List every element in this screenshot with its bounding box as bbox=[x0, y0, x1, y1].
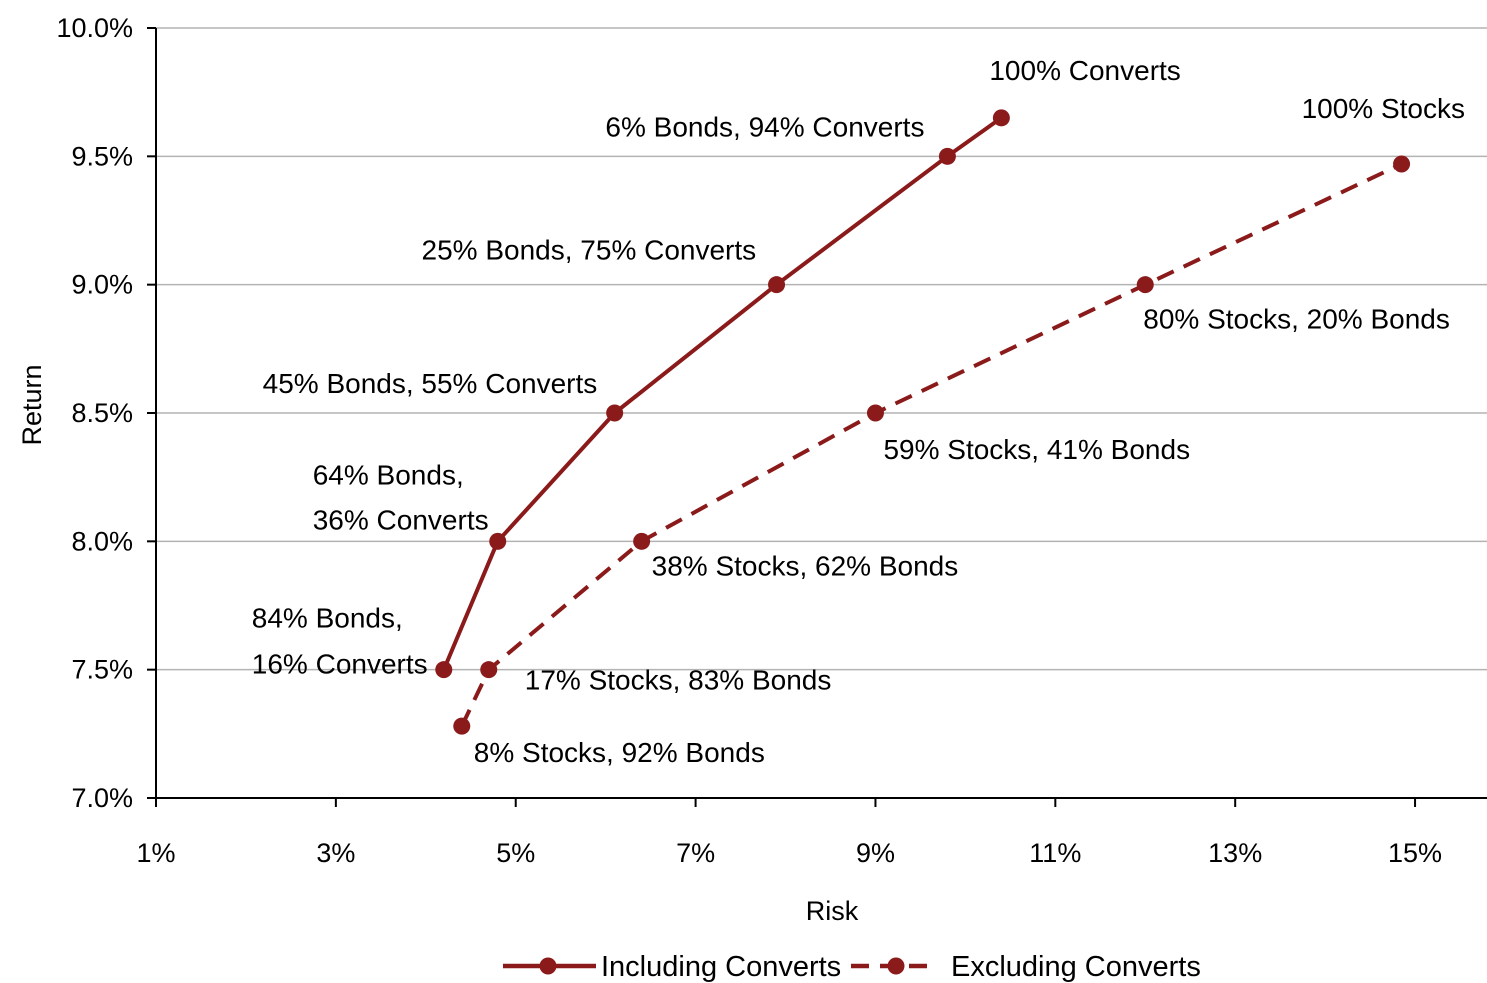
data-label: 45% Bonds, 55% Converts bbox=[263, 368, 598, 399]
data-point-marker bbox=[480, 661, 498, 679]
data-label: 6% Bonds, 94% Converts bbox=[605, 111, 924, 142]
x-tick-label: 15% bbox=[1388, 838, 1442, 868]
data-label: 59% Stocks, 41% Bonds bbox=[883, 434, 1190, 465]
data-label: 16% Converts bbox=[252, 649, 428, 680]
legend-item-excluding-converts: Excluding Converts bbox=[851, 951, 1201, 983]
y-tick-label: 9.0% bbox=[71, 270, 133, 300]
legend-marker bbox=[887, 957, 905, 975]
y-axis-ticks: 7.0% 7.5% 8.0% 8.5% 9.0% 9.5% 10.0% bbox=[56, 13, 156, 813]
legend-label: Excluding Converts bbox=[951, 951, 1201, 983]
y-tick-label: 7.5% bbox=[71, 655, 133, 685]
legend: Including Converts Excluding Converts bbox=[503, 951, 1201, 983]
data-point-marker bbox=[633, 532, 651, 550]
y-tick-label: 9.5% bbox=[71, 141, 133, 171]
data-point-marker bbox=[1136, 276, 1154, 294]
data-point-marker bbox=[938, 147, 956, 165]
series-line bbox=[441, 116, 1003, 671]
data-label: 100% Stocks bbox=[1302, 93, 1465, 124]
data-label: 38% Stocks, 62% Bonds bbox=[652, 550, 959, 581]
legend-marker bbox=[539, 957, 557, 975]
data-label: 64% Bonds, bbox=[313, 459, 464, 490]
legend-item-including-converts: Including Converts bbox=[503, 951, 841, 983]
data-point-marker bbox=[606, 404, 624, 422]
x-tick-label: 9% bbox=[856, 838, 895, 868]
y-tick-label: 8.5% bbox=[71, 398, 133, 428]
data-label: 8% Stocks, 92% Bonds bbox=[474, 737, 765, 768]
data-label: 80% Stocks, 20% Bonds bbox=[1143, 304, 1450, 335]
x-tick-label: 7% bbox=[676, 838, 715, 868]
data-label: 25% Bonds, 75% Converts bbox=[422, 235, 757, 266]
x-tick-label: 3% bbox=[316, 838, 355, 868]
series-layer bbox=[435, 109, 1411, 735]
data-point-marker bbox=[992, 109, 1010, 127]
data-point-marker bbox=[489, 532, 507, 550]
y-tick-label: 7.0% bbox=[71, 783, 133, 813]
gridlines bbox=[156, 27, 1487, 671]
data-label: 17% Stocks, 83% Bonds bbox=[525, 665, 832, 696]
x-axis-title: Risk bbox=[806, 896, 859, 926]
x-tick-label: 5% bbox=[496, 838, 535, 868]
data-label: 100% Converts bbox=[989, 55, 1180, 86]
x-tick-label: 11% bbox=[1029, 838, 1081, 868]
series-excluding-converts bbox=[453, 155, 1411, 735]
y-tick-label: 10.0% bbox=[56, 13, 133, 43]
data-labels: 84% Bonds, 16% Converts 64% Bonds, 36% Conv… bbox=[252, 55, 1465, 768]
series-including-converts bbox=[435, 109, 1010, 679]
data-label: 36% Converts bbox=[313, 504, 489, 535]
data-point-marker bbox=[453, 717, 471, 735]
y-tick-label: 8.0% bbox=[71, 526, 133, 556]
x-axis-ticks: 1% 3% 5% 7% 9% 11% 13% 15% bbox=[136, 798, 1442, 868]
data-point-marker bbox=[435, 661, 453, 679]
x-tick-label: 13% bbox=[1208, 838, 1262, 868]
series-line bbox=[459, 162, 1403, 727]
x-tick-label: 1% bbox=[136, 838, 175, 868]
data-point-marker bbox=[866, 404, 884, 422]
data-point-marker bbox=[1393, 155, 1411, 173]
data-point-marker bbox=[768, 276, 786, 294]
legend-label: Including Converts bbox=[601, 951, 841, 983]
data-label: 84% Bonds, bbox=[252, 603, 403, 634]
y-axis-title: Return bbox=[17, 364, 47, 445]
